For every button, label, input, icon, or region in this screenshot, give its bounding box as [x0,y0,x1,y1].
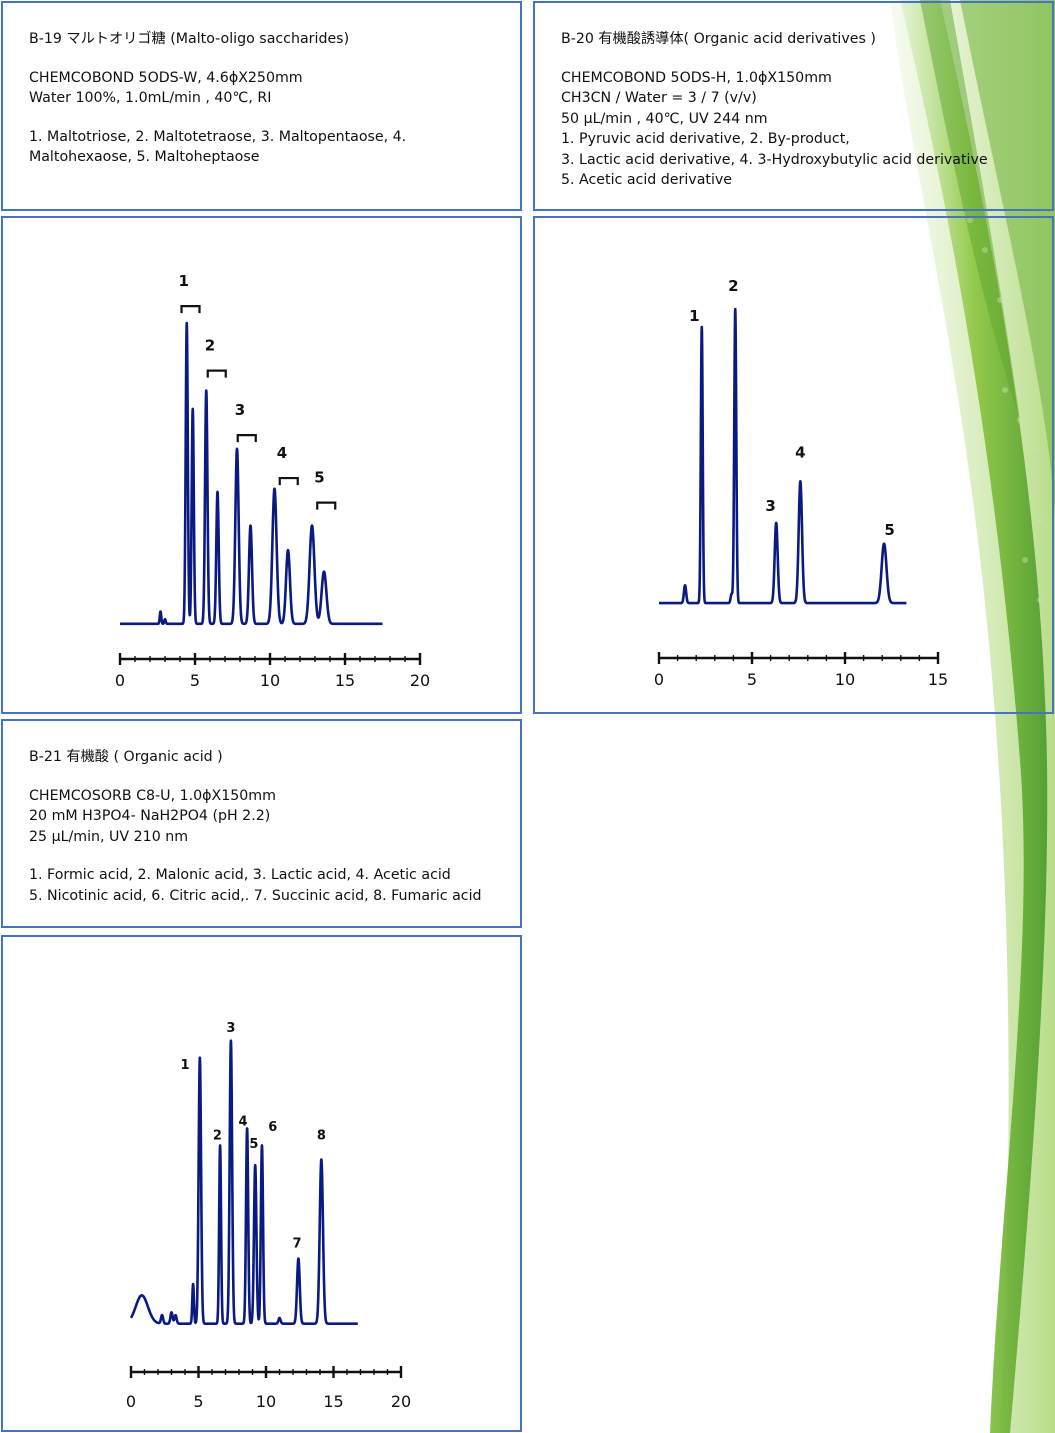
b21-peak-label-4: 4 [239,1115,248,1130]
b20-chromatogram-panel: 1 2 3 4 5 0 5 10 15 [533,216,1054,714]
b21-peak-label-5: 5 [249,1137,258,1152]
b20-peaks-line3: 5. Acetic acid derivative [561,172,733,188]
b19-peak-bracket-1 [180,305,201,314]
b21-tick-label-20: 20 [391,1392,411,1411]
b19-tick-label-20: 20 [410,671,430,690]
b19-tick-label-15: 15 [335,671,355,690]
b19-peak-bracket-4 [278,476,299,486]
b20-peak-label-2: 2 [728,277,738,295]
b19-tick-label-0: 0 [115,671,125,690]
b21-peak-label-8: 8 [317,1129,326,1144]
b19-chromatogram: 1 2 3 4 5 0 5 10 15 20 [115,272,430,690]
b20-chromatogram: 1 2 3 4 5 0 5 10 15 [654,277,948,689]
b19-info-panel: B-19 マルトオリゴ糖 (Malto-oligo saccharides) C… [1,1,522,211]
b19-peak-bracket-5 [316,501,337,510]
b21-peak-label-1: 1 [180,1058,189,1073]
b20-peak-label-4: 4 [795,444,805,462]
b21-tick-label-10: 10 [256,1392,276,1411]
b21-tick-label-15: 15 [323,1392,343,1411]
b19-column: CHEMCOBOND 5ODS-W, 4.6ϕX250mm [29,69,303,86]
b20-title: B-20 有機酸誘導体( Organic acid derivatives ) [561,31,876,47]
b21-peak-label-6: 6 [268,1120,277,1135]
b20-peak-label-3: 3 [765,497,775,515]
b21-tick-label-5: 5 [193,1392,203,1411]
b20-mobile-phase: CH3CN / Water = 3 / 7 (v/v) [561,90,757,106]
b20-peak-label-5: 5 [884,521,894,539]
b19-trace-line [118,321,384,626]
b19-peak-bracket-2 [206,369,227,378]
b19-peak-label-3: 3 [235,401,245,419]
b19-peaks-line2: Maltohexaose, 5. Maltoheptaose [29,149,260,165]
b21-mobile-phase: 20 mM H3PO4- NaH2PO4 (pH 2.2) [29,808,271,824]
b20-trace-line [657,307,908,605]
b21-column: CHEMCOSORB C8-U, 1.0ϕX150mm [29,787,276,804]
b20-column: CHEMCOBOND 5ODS-H, 1.0ϕX150mm [561,69,832,86]
b20-peaks-line2: 3. Lactic acid derivative, 4. 3-Hydroxyb… [561,151,988,168]
b19-peaks-line1: 1. Maltotriose, 2. Maltotetraose, 3. Mal… [29,128,407,145]
b21-trace-line [129,1039,359,1325]
b20-peak-label-1: 1 [689,307,699,325]
b19-conditions: Water 100%, 1.0mL/min , 40℃, RI [29,90,272,106]
b19-title: B-19 マルトオリゴ糖 (Malto-oligo saccharides) [29,31,350,47]
b20-peaks-line1: 1. Pyruvic acid derivative, 2. By-produc… [561,131,850,147]
b20-conditions: 50 μL/min , 40℃, UV 244 nm [561,110,768,127]
b21-info-panel: B-21 有機酸 ( Organic acid ) CHEMCOSORB C8-… [1,719,522,928]
b20-tick-label-15: 15 [928,670,948,689]
b19-tick-label-5: 5 [190,671,200,690]
b21-chromatogram-panel: 1 2 3 4 5 6 7 8 0 5 10 15 20 [1,935,522,1432]
b20-tick-label-5: 5 [747,670,757,689]
b19-peak-label-4: 4 [277,444,287,462]
b20-info-panel: B-20 有機酸誘導体( Organic acid derivatives ) … [533,1,1054,211]
b21-tick-label-0: 0 [126,1392,136,1411]
b19-peak-label-2: 2 [205,337,215,355]
b19-peak-bracket-3 [236,434,257,443]
b19-tick-label-10: 10 [260,671,280,690]
b21-title: B-21 有機酸 ( Organic acid ) [29,749,223,765]
b21-peaks-line2: 5. Nicotinic acid, 6. Citric acid,. 7. S… [29,887,482,904]
b19-peak-label-5: 5 [314,469,324,487]
b20-tick-label-0: 0 [654,670,664,689]
b21-peak-label-7: 7 [293,1236,302,1251]
b21-conditions: 25 μL/min, UV 210 nm [29,828,189,845]
b19-peak-label-1: 1 [179,272,189,290]
b21-peaks-line1: 1. Formic acid, 2. Malonic acid, 3. Lact… [29,867,451,883]
b19-chromatogram-panel: 1 2 3 4 5 0 5 10 15 20 [1,216,522,714]
b21-peak-label-2: 2 [213,1129,222,1144]
b20-tick-label-10: 10 [835,670,855,689]
b21-peak-label-3: 3 [226,1021,235,1036]
